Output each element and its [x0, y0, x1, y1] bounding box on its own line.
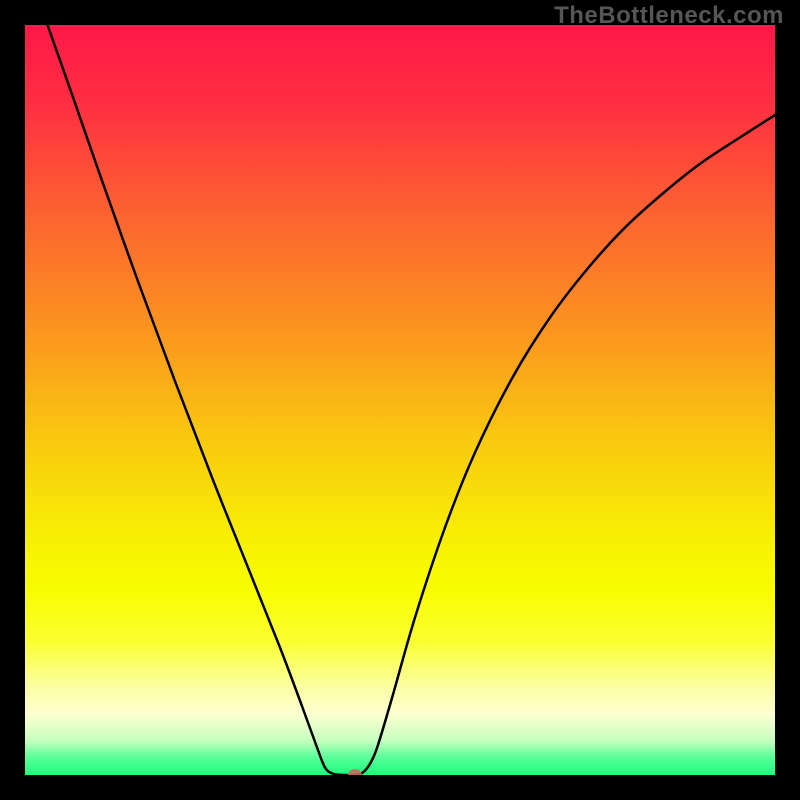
chart-frame: [0, 0, 800, 800]
plot-area: [25, 25, 775, 775]
gradient-background: [25, 25, 775, 775]
watermark-text: TheBottleneck.com: [554, 2, 784, 30]
bottleneck-curve-chart: [25, 25, 775, 775]
